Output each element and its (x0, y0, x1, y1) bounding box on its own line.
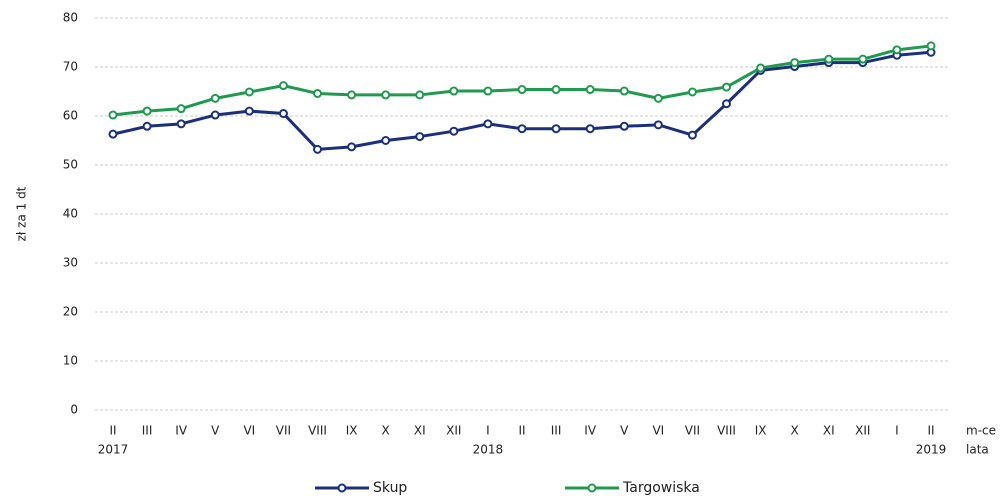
point-marker (176, 104, 186, 114)
x-tick-label: XI (823, 424, 835, 438)
x-tick-label: VII (685, 424, 700, 438)
point-marker (381, 90, 391, 100)
legend-label: Skup (373, 480, 407, 496)
point-marker (892, 45, 902, 55)
x-year-label: 2019 (916, 443, 947, 457)
legend-label: Targowiska (622, 480, 700, 496)
point-marker (108, 110, 118, 120)
x-tick-label: IV (175, 424, 188, 438)
point-marker (108, 129, 118, 139)
x-axis-label-months: m-ce (966, 424, 996, 438)
series-line (112, 44, 932, 117)
point-marker (347, 90, 357, 100)
point-marker (585, 85, 595, 95)
point-marker (756, 63, 766, 73)
point-marker (653, 93, 663, 103)
point-marker (517, 85, 527, 95)
x-tick-label: VIII (308, 424, 327, 438)
y-tick-label: 70 (63, 60, 78, 74)
x-tick-label: IX (755, 424, 767, 438)
point-marker (619, 86, 629, 96)
point-marker (722, 99, 731, 109)
point-marker (687, 130, 697, 140)
point-marker (210, 110, 220, 120)
point-marker (244, 87, 254, 97)
x-tick-label: II (518, 424, 525, 438)
x-tick-label: X (791, 424, 799, 438)
point-marker (824, 54, 834, 64)
point-marker (142, 106, 152, 116)
x-tick-label: I (486, 424, 490, 438)
point-marker (210, 93, 220, 103)
point-marker (278, 81, 288, 91)
point-marker (653, 120, 663, 130)
point-marker (722, 82, 731, 92)
point-marker (517, 124, 527, 134)
x-tick-label: II (927, 424, 934, 438)
x-tick-label: III (142, 424, 153, 438)
point-marker (619, 121, 629, 131)
point-marker (687, 87, 697, 97)
point-marker (244, 106, 254, 116)
y-tick-label: 80 (63, 11, 78, 25)
point-marker (790, 58, 800, 68)
x-tick-label: VII (276, 424, 291, 438)
point-marker (415, 90, 425, 100)
x-tick-label: I (895, 424, 899, 438)
y-tick-label: 20 (63, 305, 78, 319)
x-axis-label-years: lata (966, 443, 989, 457)
point-marker (926, 41, 936, 51)
point-marker (449, 86, 459, 96)
y-tick-label: 50 (63, 158, 78, 172)
x-year-label: 2017 (98, 443, 129, 457)
x-tick-label: VI (652, 424, 664, 438)
y-axis-label: zł za 1 dt (15, 186, 29, 241)
x-tick-label: V (211, 424, 220, 438)
y-tick-label: 0 (70, 403, 78, 417)
point-marker (551, 124, 561, 134)
point-marker (142, 121, 152, 131)
x-tick-label: IV (584, 424, 597, 438)
point-marker (858, 54, 868, 64)
y-tick-label: 40 (63, 207, 78, 221)
point-marker (483, 119, 493, 129)
point-marker (278, 109, 288, 119)
point-marker (585, 124, 595, 134)
point-marker (313, 144, 322, 154)
x-tick-label: X (382, 424, 390, 438)
point-marker (176, 119, 186, 129)
point-marker (381, 136, 391, 145)
x-tick-label: II (109, 424, 116, 438)
point-marker (449, 126, 459, 136)
x-tick-label: IX (346, 424, 358, 438)
y-tick-label: 30 (63, 256, 78, 270)
point-marker (313, 88, 322, 98)
x-tick-label: XI (414, 424, 426, 438)
legend-marker (337, 483, 347, 493)
y-tick-label: 10 (63, 354, 78, 368)
point-marker (347, 142, 357, 152)
y-tick-label: 60 (63, 109, 78, 123)
x-tick-label: V (620, 424, 629, 438)
x-tick-label: XII (446, 424, 461, 438)
x-tick-label: III (551, 424, 562, 438)
x-year-label: 2018 (473, 443, 504, 457)
point-marker (483, 86, 493, 96)
point-marker (551, 85, 561, 95)
x-tick-label: VI (243, 424, 255, 438)
x-tick-label: VIII (717, 424, 736, 438)
point-marker (415, 132, 425, 142)
x-tick-label: XII (855, 424, 870, 438)
legend-marker (587, 483, 597, 493)
